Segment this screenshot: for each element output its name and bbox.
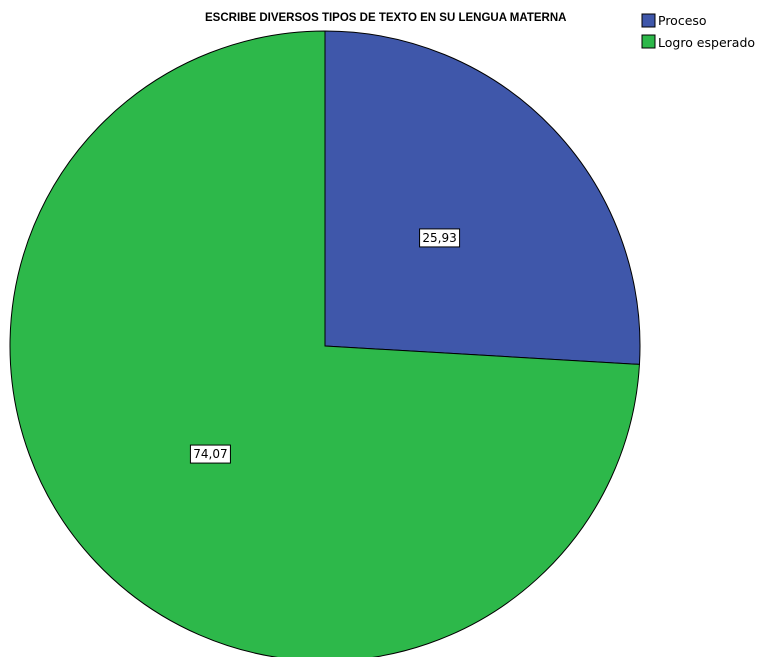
legend-label-proceso: Proceso	[658, 13, 707, 28]
pie-slice-logro-esperado	[9, 30, 640, 657]
pie-slice-proceso	[324, 30, 641, 365]
data-label-logro-esperado: 74,07	[189, 444, 231, 464]
data-labels: 25,93 74,07	[189, 228, 461, 464]
legend-label-logro-esperado: Logro esperado	[658, 35, 755, 50]
legend-swatch-proceso	[641, 13, 656, 28]
data-label-box-logro-esperado	[189, 444, 231, 464]
legend-swatch-logro-esperado	[641, 34, 656, 49]
data-label-proceso: 25,93	[419, 228, 461, 248]
legend: Proceso Logro esperado	[641, 13, 755, 50]
data-label-box-proceso	[419, 228, 461, 248]
pie-slices	[9, 30, 641, 657]
chart-title: ESCRIBE DIVERSOS TIPOS DE TEXTO EN SU LE…	[205, 12, 566, 24]
data-label-text-logro-esperado: 74,07	[193, 447, 227, 461]
data-label-text-proceso: 25,93	[422, 231, 456, 245]
